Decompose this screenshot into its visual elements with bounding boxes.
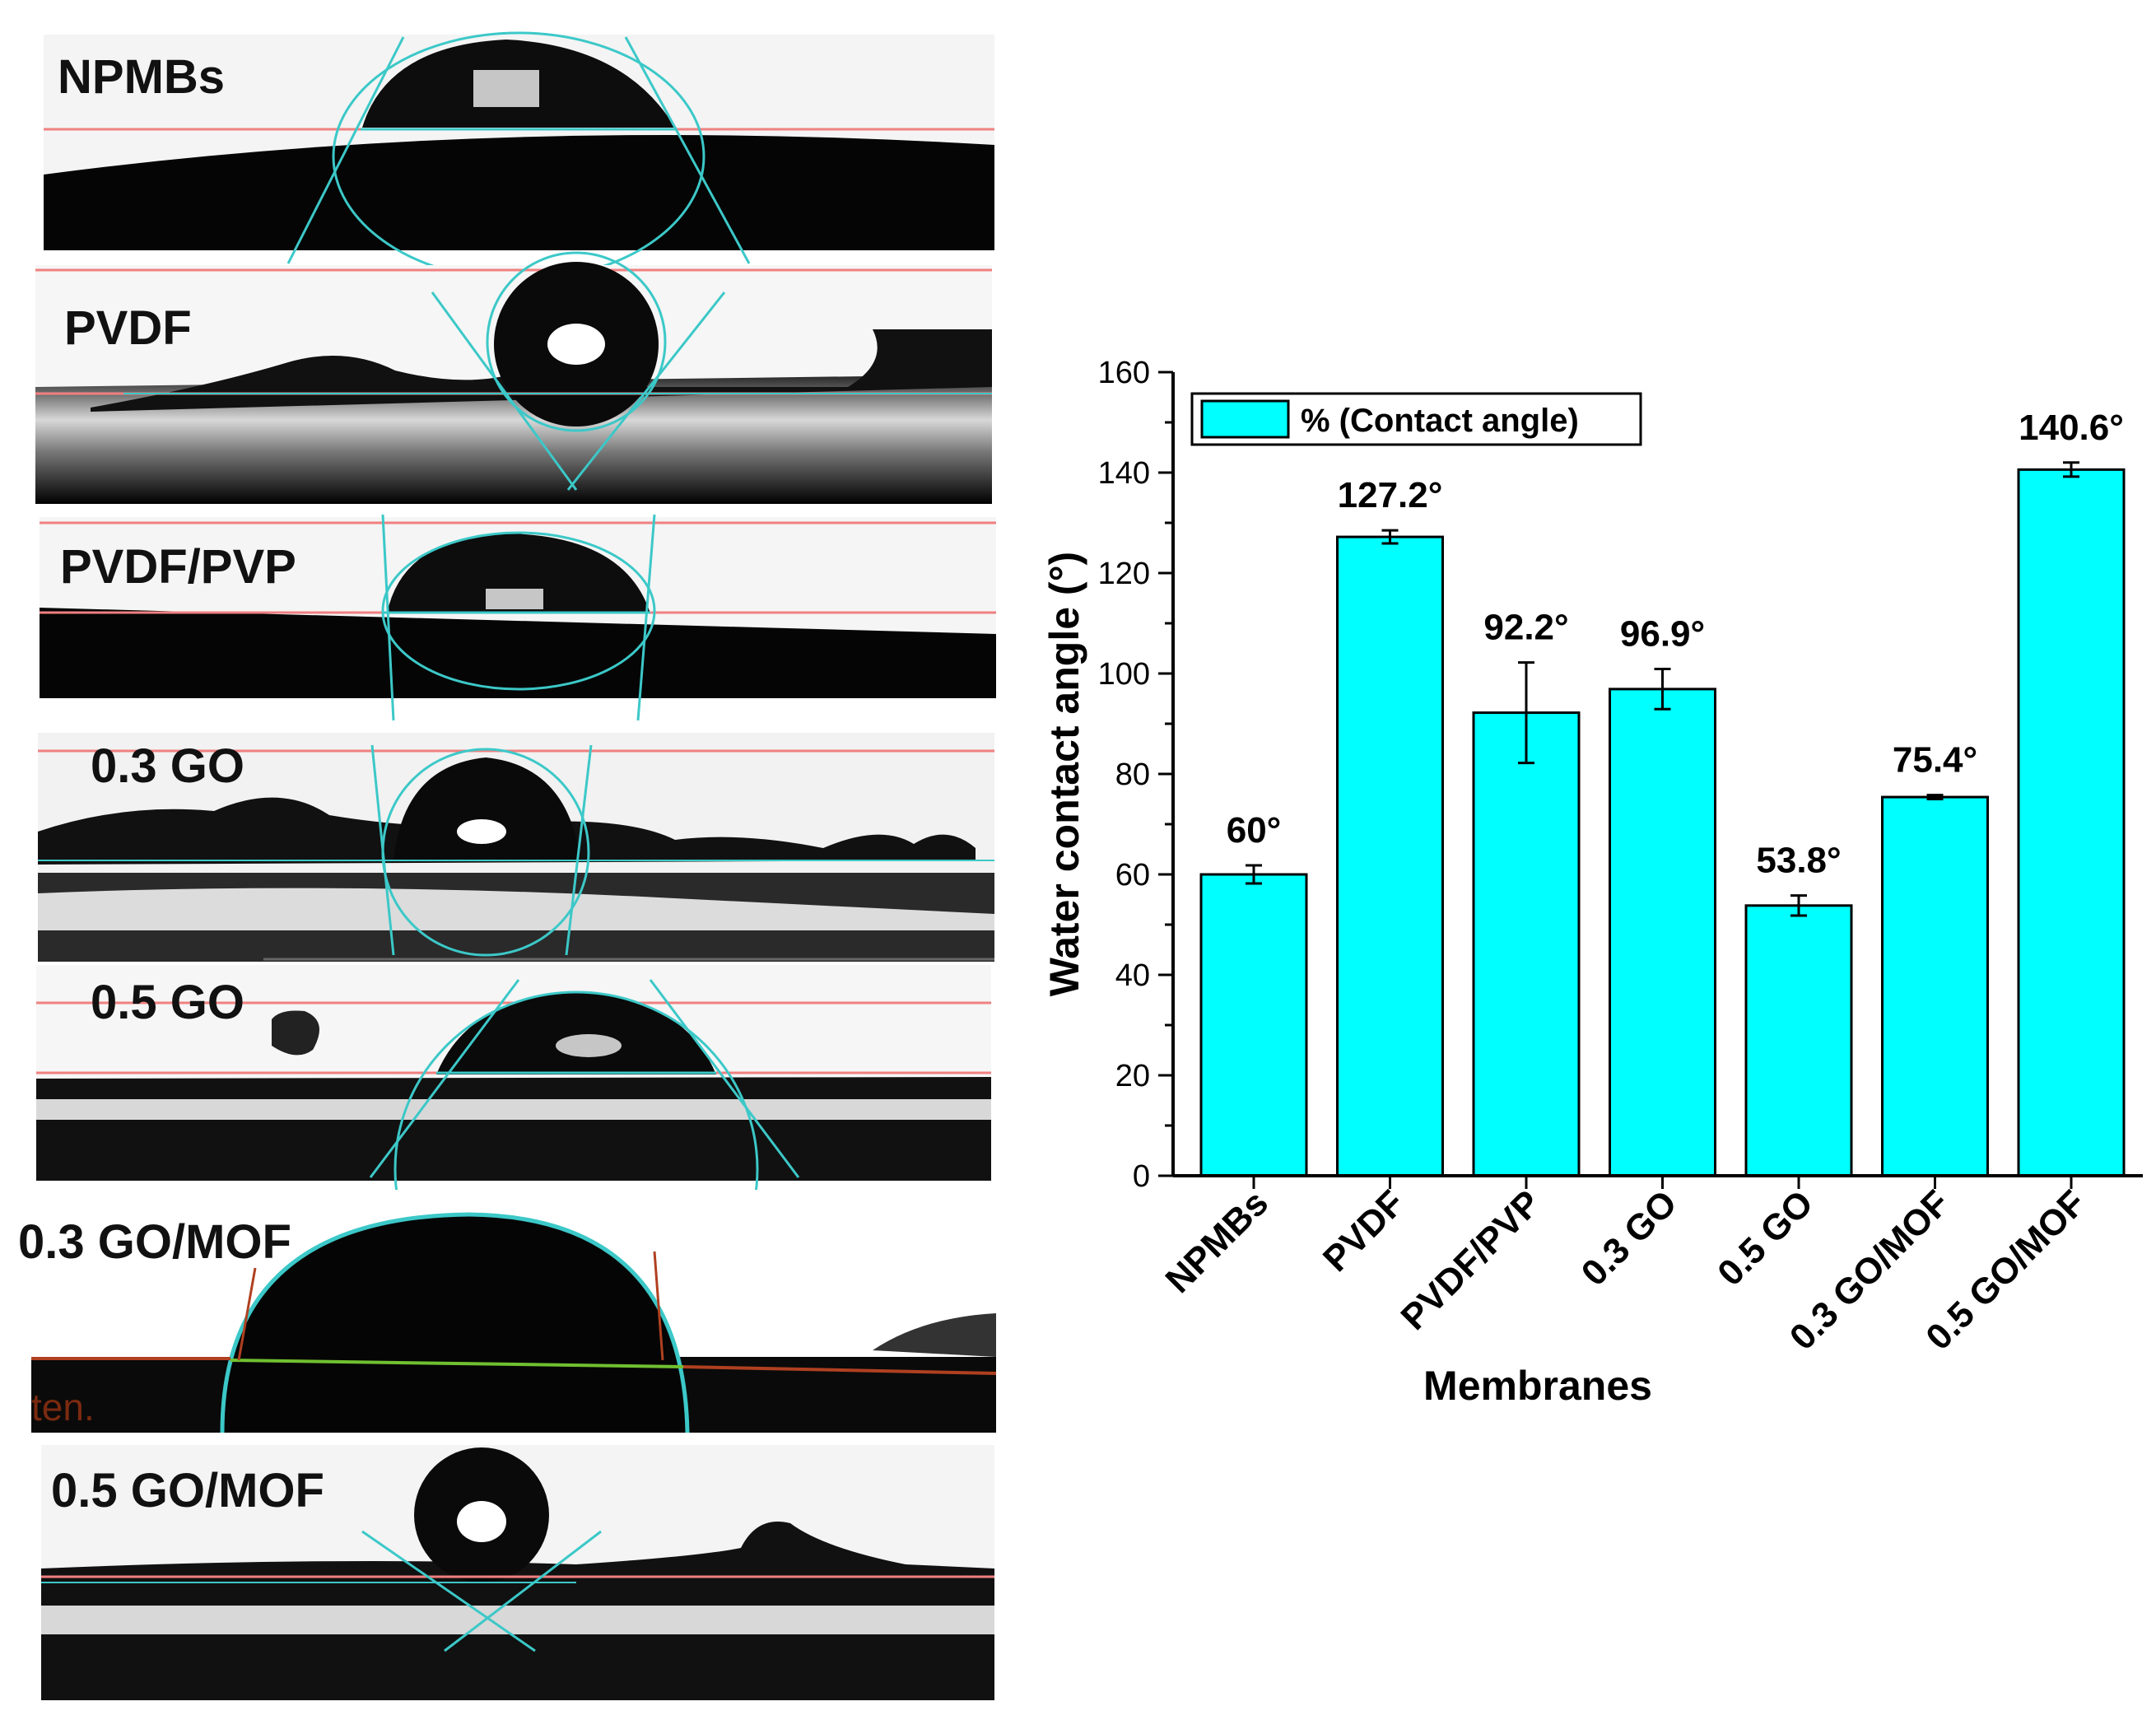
error-bars [1246, 461, 2079, 917]
x-tick-label: 0.3 GO [1574, 1182, 1685, 1293]
x-tick-label: NPMBs [1158, 1182, 1277, 1301]
y-tick-label: 0 [1133, 1159, 1150, 1194]
data-label: 53.8° [1756, 841, 1841, 881]
bars [1199, 468, 2126, 1177]
bar [1744, 904, 1853, 1177]
legend-label: % (Contact angle) [1301, 403, 1579, 439]
x-tick-label: PVDF [1315, 1182, 1413, 1280]
y-tick-label: 20 [1115, 1059, 1150, 1093]
data-label: 92.2° [1483, 608, 1568, 648]
y-tick-label: 80 [1115, 757, 1150, 792]
droplet-panel-npmbs: NPMBs [44, 31, 994, 282]
panel-label: 0.3 GO/MOF [18, 1215, 291, 1269]
data-label: 127.2° [1338, 475, 1443, 515]
panel-label: 0.5 GO/MOF [51, 1464, 324, 1517]
y-tick-label: 40 [1115, 958, 1150, 993]
bar [1199, 873, 1308, 1177]
panel-artifact-text: ten. [31, 1386, 95, 1429]
panel-label: PVDF [64, 301, 192, 355]
data-labels: 60° 127.2° 92.2° 96.9° 53.8° 75.4° 140.6° [1227, 408, 2124, 881]
bar [1472, 711, 1581, 1177]
droplet-panel-0-5-go-mof: 0.5 GO/MOF [41, 1445, 994, 1700]
panel-label: NPMBs [58, 50, 225, 104]
y-axis-title: Water contact angle (°) [1041, 552, 1087, 996]
bar [1881, 795, 1989, 1177]
droplet-panels: NPMBs PVDF [18, 31, 997, 1700]
panel-label: 0.3 GO [91, 739, 244, 793]
data-label: 96.9° [1620, 614, 1705, 655]
data-label: 140.6° [2019, 408, 2124, 448]
data-label: 75.4° [1893, 740, 1977, 781]
bar [1609, 688, 1716, 1177]
legend: % (Contact angle) [1190, 392, 1642, 446]
droplet-panel-0-3-go-mof: ten. 0.3 GO/MOF [18, 1190, 997, 1433]
y-tick-label: 60 [1115, 858, 1150, 893]
x-tick-label: PVDF/PVP [1394, 1182, 1549, 1338]
droplet-panel-pvdf-pvp: PVDF/PVP [40, 514, 996, 721]
panel-label: 0.5 GO [91, 976, 244, 1029]
bar [1336, 535, 1444, 1177]
y-tick-label: 140 [1098, 456, 1150, 491]
panel-label: PVDF/PVP [60, 540, 296, 594]
y-tick-label: 160 [1098, 356, 1150, 390]
y-tick-label: 100 [1098, 657, 1150, 692]
bar-chart: 60° 127.2° 92.2° 96.9° 53.8° 75.4° 140.6° 0 20 4… [1041, 356, 2143, 1409]
droplet-panel-0-3-go: 0.3 GO [38, 733, 994, 962]
x-tick-label: 0.5 GO [1710, 1182, 1821, 1293]
droplet-panel-pvdf: PVDF [35, 251, 992, 504]
x-axis-title: Membranes [1423, 1363, 1652, 1409]
y-tick-label: 120 [1098, 557, 1150, 591]
data-label: 60° [1227, 810, 1282, 851]
y-axis: 0 20 40 60 80 100 120 140 160 [1098, 356, 1173, 1194]
droplet-panel-0-5-go: 0.5 GO [36, 965, 991, 1348]
bar [2017, 468, 2126, 1177]
legend-swatch [1200, 399, 1290, 439]
